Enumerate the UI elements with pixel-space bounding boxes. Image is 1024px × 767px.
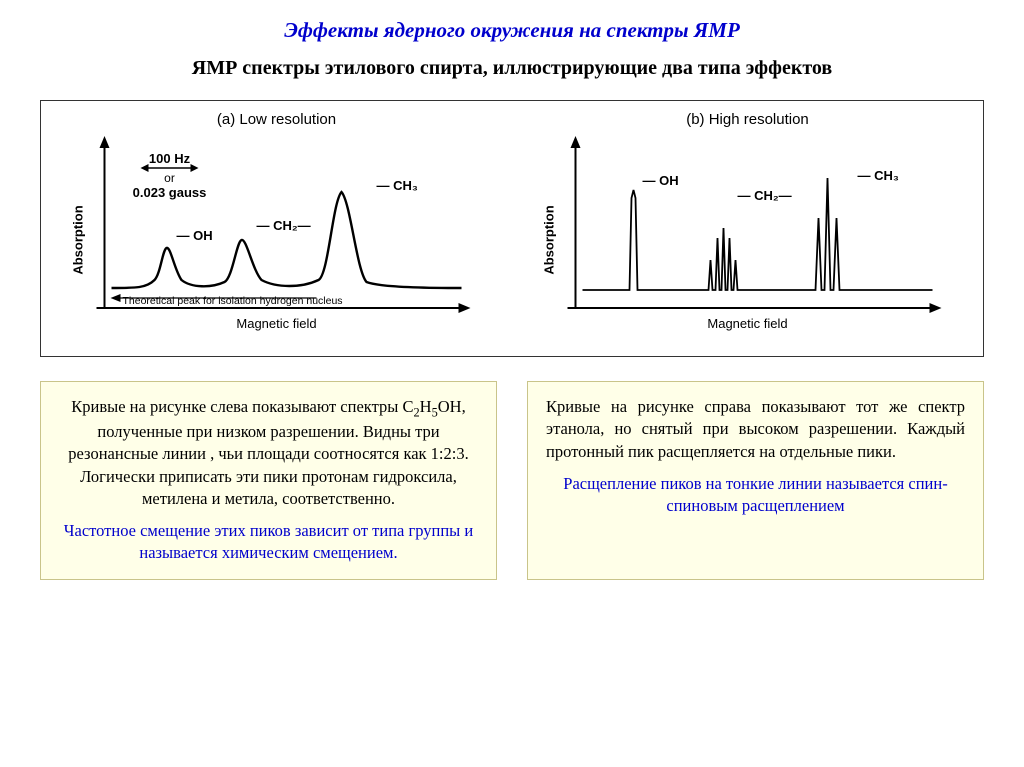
panel-a-title: (a) Low resolution: [51, 111, 502, 128]
theoretical-label: Theoretical peak for isolation hydrogen …: [123, 295, 343, 307]
peak-label-oh-b: — OH: [643, 173, 679, 188]
spectrum-curve-a: [112, 192, 462, 288]
panel-low-resolution: (a) Low resolution Absorption Magnetic f…: [51, 111, 502, 350]
peak-label-oh-a: — OH: [177, 228, 213, 243]
spectra-figure: (a) Low resolution Absorption Magnetic f…: [40, 100, 984, 357]
spectrum-b-svg: Absorption Magnetic field — OH — CH₂— — …: [522, 130, 973, 350]
scale-label-bot: 0.023 gauss: [133, 185, 207, 200]
panel-b-title: (b) High resolution: [522, 111, 973, 128]
spectrum-a-svg: Absorption Magnetic field 100 Hz or 0.02…: [51, 130, 502, 350]
panel-high-resolution: (b) High resolution Absorption Magnetic …: [522, 111, 973, 350]
peak-label-ch3-b: — CH₃: [858, 168, 899, 183]
scale-label-top: 100 Hz: [149, 151, 191, 166]
peak-label-ch2-b: — CH₂—: [738, 188, 792, 203]
page-subtitle: ЯМР спектры этилового спирта, иллюстриру…: [20, 57, 1004, 80]
description-left: Кривые на рисунке слева показывают спект…: [40, 381, 497, 580]
desc-left-main: Кривые на рисунке слева показывают спект…: [59, 396, 478, 510]
x-axis-label-b: Magnetic field: [707, 316, 787, 331]
scale-label-mid: or: [164, 171, 175, 185]
desc-left-blue: Частотное смещение этих пиков зависит от…: [59, 520, 478, 565]
x-axis-label-a: Magnetic field: [236, 316, 316, 331]
y-axis-label-a: Absorption: [71, 205, 86, 274]
description-right: Кривые на рисунке справа показывают тот …: [527, 381, 984, 580]
desc-right-blue: Расщепление пиков на тонкие линии называ…: [546, 473, 965, 518]
page-title: Эффекты ядерного окружения на спектры ЯМ…: [20, 18, 1004, 43]
peak-label-ch3-a: — CH₃: [377, 178, 418, 193]
description-row: Кривые на рисунке слева показывают спект…: [40, 381, 984, 580]
y-axis-label-b: Absorption: [542, 205, 557, 274]
peak-label-ch2-a: — CH₂—: [257, 218, 311, 233]
desc-right-main: Кривые на рисунке справа показывают тот …: [546, 396, 965, 463]
